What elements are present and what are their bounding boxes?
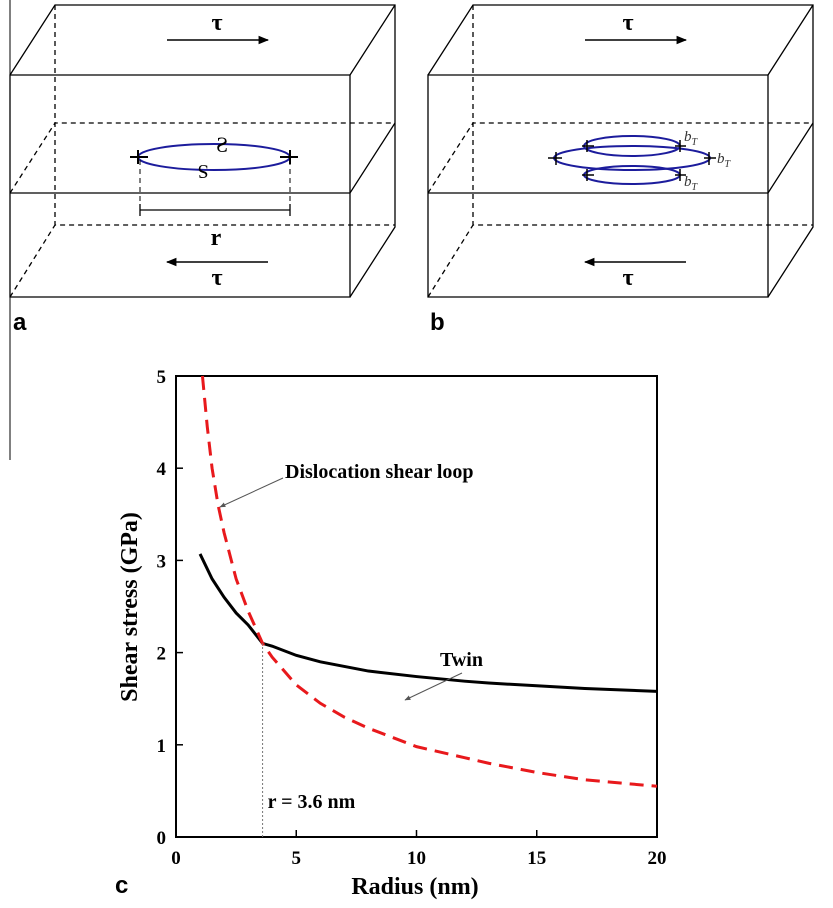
y-tick-label: 4 bbox=[157, 459, 167, 480]
dimension bbox=[139, 204, 291, 216]
series-line bbox=[200, 375, 658, 788]
loop-label: S bbox=[216, 132, 228, 157]
box bbox=[9, 4, 396, 298]
x-tick-label: 15 bbox=[527, 848, 546, 869]
burgers-label: bT bbox=[717, 151, 732, 170]
burgers-label: bT bbox=[684, 129, 699, 148]
guide bbox=[139, 160, 291, 212]
radius-label: r bbox=[211, 225, 222, 251]
tau: τ bbox=[622, 10, 633, 36]
tau: τ bbox=[622, 265, 633, 291]
panel-label: c bbox=[115, 872, 128, 899]
loop bbox=[583, 165, 681, 185]
panel-b: τ τ bT bT bT b bbox=[427, 4, 814, 336]
panel-label: a bbox=[13, 309, 27, 336]
tau: τ bbox=[211, 10, 222, 36]
annotation-arrow bbox=[404, 672, 463, 701]
annotation: r = 3.6 nm bbox=[268, 791, 356, 813]
series-line bbox=[198, 553, 658, 693]
annotation: Twin bbox=[440, 649, 483, 671]
tau: τ bbox=[211, 265, 222, 291]
y-tick-label: 0 bbox=[157, 828, 167, 849]
annotation: Dislocation shear loop bbox=[285, 461, 474, 483]
plot-frame bbox=[175, 375, 658, 838]
panel-a: τ τ S S r a bbox=[9, 4, 396, 336]
x-axis-label: Radius (nm) bbox=[351, 874, 478, 900]
chart: Radius (nm) Shear stress (GPa) c 0 5 10 15 2… bbox=[115, 367, 667, 900]
y-tick-label: 2 bbox=[157, 644, 167, 665]
y-tick-label: 5 bbox=[157, 367, 167, 388]
annotation-arrow bbox=[219, 477, 284, 508]
box bbox=[427, 4, 814, 298]
dislocation-symbol bbox=[130, 150, 298, 164]
burgers-label: bT bbox=[684, 174, 699, 193]
y-axis-label: Shear stress (GPa) bbox=[117, 512, 143, 702]
x-tick-label: 10 bbox=[407, 848, 426, 869]
y-tick-label: 1 bbox=[157, 736, 167, 757]
loop-label: S bbox=[197, 160, 208, 182]
loop bbox=[137, 143, 291, 171]
panel-label: b bbox=[430, 309, 445, 336]
x-tick-label: 20 bbox=[648, 848, 667, 869]
dislocation-symbol bbox=[548, 140, 716, 181]
x-tick-label: 0 bbox=[171, 848, 181, 869]
y-tick-label: 3 bbox=[157, 551, 167, 572]
x-tick-label: 5 bbox=[292, 848, 302, 869]
